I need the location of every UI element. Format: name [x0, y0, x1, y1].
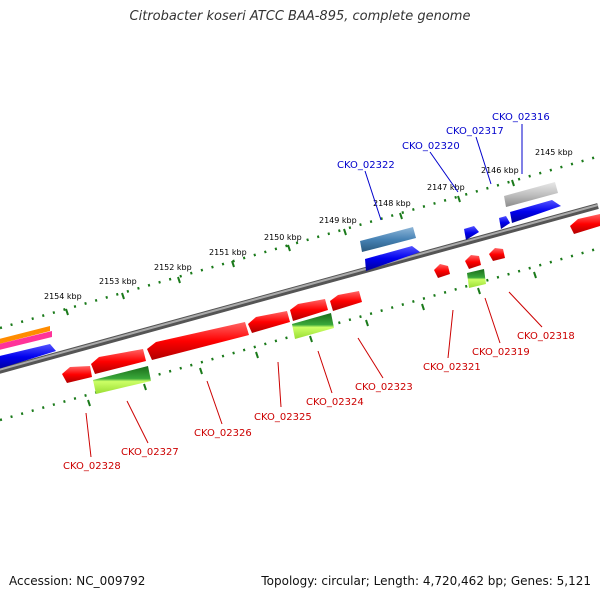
gene-label: CKO_02316 — [492, 112, 550, 123]
gene-bar-gray — [504, 182, 558, 207]
gene-bar-red — [434, 264, 450, 278]
gene-label: CKO_02325 — [254, 412, 312, 423]
gene-label: CKO_02321 — [423, 362, 481, 373]
gene-bar-blue — [499, 216, 510, 229]
gene-bar-green — [467, 269, 486, 288]
upper-leader-lines — [364, 124, 523, 221]
kbp-label: 2149 kbp — [319, 216, 357, 225]
gene-bar-green — [292, 313, 334, 339]
gene-bar-red — [489, 248, 505, 261]
forward-genes — [0, 182, 561, 369]
upper-tick-scale — [0, 154, 600, 330]
gene-label: CKO_02326 — [194, 428, 252, 439]
kbp-label: 2152 kbp — [154, 263, 192, 272]
gene-bar-red — [62, 366, 92, 383]
upper-major-ticks — [65, 179, 515, 316]
gene-bar-red — [465, 255, 481, 269]
gene-bar-orange — [0, 326, 50, 344]
gene-bar-pink — [0, 331, 52, 350]
kbp-label: 2146 kbp — [481, 166, 519, 175]
gene-bar-blue — [510, 200, 561, 223]
gene-bar-red — [248, 311, 290, 333]
gene-label: CKO_02323 — [355, 382, 413, 393]
lower-leader-lines — [85, 291, 543, 458]
gene-label: CKO_02318 — [517, 331, 575, 342]
genome-backbone — [0, 203, 599, 374]
gene-label: CKO_02322 — [337, 160, 395, 171]
gene-bar-red — [147, 322, 249, 360]
lower-gene-labels: CKO_02318 CKO_02319 CKO_02321 CKO_02323 … — [63, 331, 575, 472]
gene-label: CKO_02319 — [472, 347, 530, 358]
gene-label: CKO_02324 — [306, 397, 364, 408]
accession-label: Accession: NC_009792 — [9, 574, 146, 588]
gene-bar-steelblue — [360, 227, 416, 252]
gene-bar-red — [330, 291, 362, 311]
kbp-label: 2154 kbp — [44, 292, 82, 301]
map-title: Citrobacter koseri ATCC BAA-895, complet… — [129, 9, 471, 24]
gene-bar-blue — [0, 344, 56, 369]
gene-label: CKO_02317 — [446, 126, 504, 137]
topology-label: Topology: circular; Length: 4,720,462 bp… — [261, 574, 591, 588]
kbp-label: 2147 kbp — [427, 183, 465, 192]
gene-bar-red — [570, 214, 600, 234]
kbp-label: 2151 kbp — [209, 248, 247, 257]
kbp-label: 2153 kbp — [99, 277, 137, 286]
kbp-label: 2150 kbp — [264, 233, 302, 242]
kbp-label: 2145 kbp — [535, 148, 573, 157]
lower-major-ticks — [87, 271, 537, 407]
kbp-labels: 2145 kbp 2146 kbp 2147 kbp 2148 kbp 2149… — [44, 148, 573, 301]
upper-gene-labels: CKO_02316 CKO_02317 CKO_02320 CKO_02322 — [337, 112, 550, 171]
gene-label: CKO_02320 — [402, 141, 460, 152]
gene-bar-green — [93, 366, 151, 394]
gene-bar-red — [290, 299, 328, 321]
gene-bar-red — [91, 349, 146, 374]
gene-label: CKO_02328 — [63, 461, 121, 472]
kbp-label: 2148 kbp — [373, 199, 411, 208]
gene-bar-blue — [464, 226, 479, 240]
gene-label: CKO_02327 — [121, 447, 179, 458]
reverse-genes — [62, 214, 600, 394]
gene-bar-blue — [365, 246, 420, 271]
